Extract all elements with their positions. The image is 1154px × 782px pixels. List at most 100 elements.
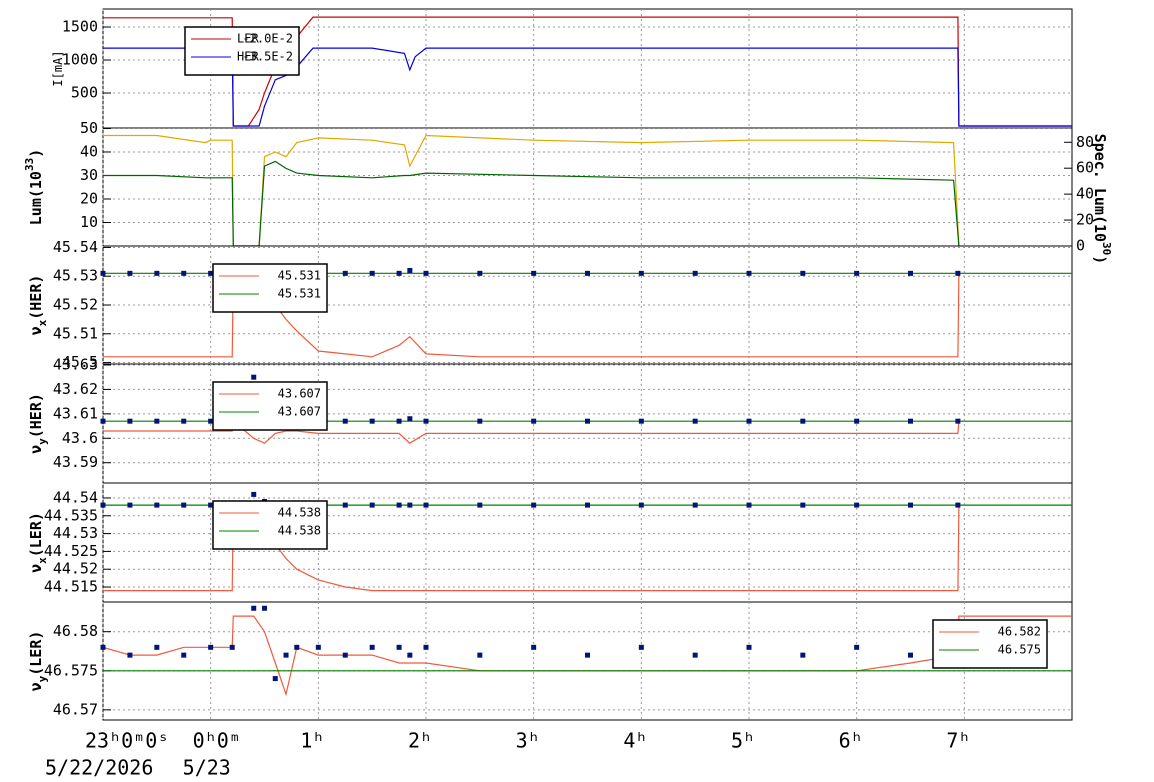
- y-tick-label: 44.525: [44, 542, 98, 560]
- y-tick-label: 45.52: [53, 296, 98, 314]
- data-point: [955, 270, 961, 276]
- y-tick-label: 44.52: [53, 560, 98, 578]
- data-point: [746, 644, 752, 650]
- y-tick-label: 45.5: [62, 353, 98, 371]
- data-point: [127, 652, 133, 658]
- data-point: [127, 502, 133, 508]
- data-point: [638, 502, 644, 508]
- data-point: [477, 270, 483, 276]
- data-point: [423, 270, 429, 276]
- data-point: [369, 270, 375, 276]
- data-point: [294, 644, 300, 650]
- y-tick-label: 500: [71, 84, 98, 102]
- axis-label-part: (HER): [27, 393, 45, 438]
- data-point: [342, 652, 348, 658]
- series-line: [103, 47, 1072, 127]
- y-tick-label: 43.59: [53, 453, 98, 471]
- legend-box: [212, 381, 328, 431]
- legend-value: 45.531: [278, 287, 321, 301]
- x-tick-label: 3ʰ: [516, 729, 540, 753]
- data-point: [477, 652, 483, 658]
- data-point: [208, 502, 214, 508]
- data-point: [585, 652, 590, 658]
- series-line: [103, 272, 960, 358]
- axis-label-part: 33: [23, 158, 36, 171]
- data-point: [531, 644, 537, 650]
- data-point: [423, 418, 429, 424]
- x-tick-label: 1ʰ: [300, 729, 324, 753]
- data-point: [208, 644, 214, 650]
- x-tick-label: 4ʰ: [623, 729, 647, 753]
- legend-value: 44.538: [278, 524, 321, 538]
- axis-label: νx(HER): [27, 275, 49, 336]
- legend-value: 44.538: [278, 506, 321, 520]
- axis-label-part: (HER): [27, 275, 45, 320]
- y-tick-label: 46.57: [53, 700, 98, 718]
- data-point: [854, 644, 860, 650]
- y2-tick-label: 0: [1076, 237, 1085, 255]
- legend-box: [212, 263, 328, 313]
- data-point: [181, 652, 187, 658]
- legend-value: 43.607: [278, 405, 321, 419]
- data-point: [100, 270, 106, 276]
- data-point: [154, 502, 160, 508]
- axis-label: νx(LER): [27, 512, 49, 573]
- data-point: [154, 270, 160, 276]
- data-point: [181, 418, 187, 424]
- data-point: [407, 652, 413, 658]
- data-point: [638, 418, 644, 424]
- axis-label-part: Lum(10: [27, 171, 45, 225]
- data-point: [100, 502, 106, 508]
- axis-label-part: (LER): [27, 631, 45, 676]
- panel-frame: [102, 601, 1073, 721]
- data-point: [531, 502, 537, 508]
- legend-box: [932, 619, 1048, 669]
- axis-label: νy(HER): [27, 393, 49, 454]
- data-point: [127, 418, 133, 424]
- data-point: [154, 644, 160, 650]
- legend-value: -3.5E-2: [242, 50, 293, 64]
- axis-label: Spec. Lum(1030): [1092, 134, 1114, 265]
- data-point: [208, 270, 214, 276]
- data-point: [369, 418, 375, 424]
- legend-value: 46.582: [998, 625, 1041, 639]
- data-point: [585, 502, 590, 508]
- data-point: [396, 418, 402, 424]
- axis-label-part: ν: [27, 682, 45, 691]
- x-tick-label: 7ʰ: [946, 729, 970, 753]
- data-point: [800, 270, 806, 276]
- series-line: [103, 160, 960, 247]
- y-tick-label: 45.53: [53, 267, 98, 285]
- y-tick-label: 44.54: [53, 488, 98, 506]
- data-point: [251, 605, 257, 611]
- data-point: [800, 652, 806, 658]
- y-tick-label: 44.515: [44, 578, 98, 596]
- y2-tick-label: 80: [1076, 133, 1094, 151]
- data-point: [262, 605, 267, 611]
- axis-label-part: ): [27, 149, 45, 158]
- data-point: [585, 270, 590, 276]
- data-point: [955, 502, 961, 508]
- data-point: [100, 644, 106, 650]
- data-point: [854, 270, 860, 276]
- y-tick-label: 44.535: [44, 506, 98, 524]
- data-point: [181, 270, 187, 276]
- data-point: [407, 502, 413, 508]
- axis-label-part: ): [1092, 255, 1110, 264]
- y-tick-label: 50: [80, 119, 98, 137]
- data-point: [369, 502, 375, 508]
- legend-name: HER: [237, 50, 259, 64]
- y2-tick-label: 60: [1076, 159, 1094, 177]
- y-tick-label: 44.53: [53, 524, 98, 542]
- data-point: [955, 418, 961, 424]
- data-point: [638, 270, 644, 276]
- y-tick-label: 20: [80, 189, 98, 207]
- x-tick-label: 0ʰ0ᵐ: [193, 729, 241, 753]
- data-point: [692, 270, 698, 276]
- x-tick-label: 23ʰ0ᵐ0ˢ: [85, 729, 169, 753]
- x-tick-label: 5ʰ: [731, 729, 755, 753]
- legend-value: 43.607: [278, 387, 321, 401]
- y2-tick-label: 40: [1076, 185, 1094, 203]
- data-point: [800, 502, 806, 508]
- data-point: [251, 374, 257, 380]
